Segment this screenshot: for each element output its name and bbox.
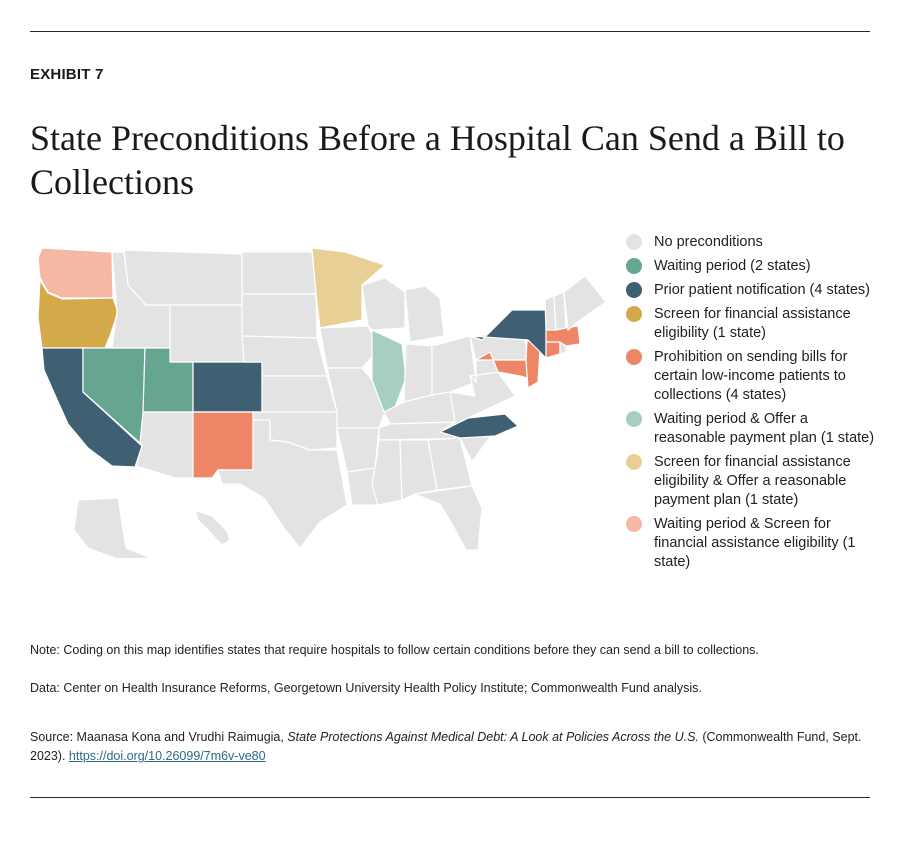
legend-swatch [626,411,642,427]
legend-label: Screen for financial assistance eligibil… [654,454,851,508]
state-wi [361,277,406,331]
legend-swatch [626,258,642,274]
state-nh [553,291,567,331]
state-nd [241,251,317,295]
legend-swatch [626,454,642,470]
legend-item-notify: Prior patient notification (4 states) [626,281,876,300]
legend-label: Waiting period (2 states) [654,258,811,274]
legend: No preconditions Waiting period (2 states… [626,233,876,577]
legend-label: No preconditions [654,234,763,250]
state-wy [169,304,245,363]
state-ks [261,375,338,413]
state-tx [217,419,348,549]
state-ak [73,497,153,558]
state-fl [414,485,483,551]
state-ar [336,427,380,473]
state-mt [123,249,243,306]
exhibit-label: EXHIBIT 7 [30,66,104,83]
top-rule [30,31,870,32]
legend-swatch [626,306,642,322]
source-suffix: (Commonwealth Fund, Sept. 2023). [30,730,862,763]
source-text: Source: Maanasa Kona and Vrudhi Raimugia… [30,728,870,766]
state-mo [326,367,386,429]
page-title: State Preconditions Before a Hospital Ca… [30,118,845,202]
state-nm [192,411,254,479]
state-ia [319,325,381,369]
state-me [563,275,607,331]
legend-label: Waiting period & Offer a reasonable paym… [654,411,875,446]
state-co [192,361,263,413]
note-text: Note: Coding on this map identifies stat… [30,643,759,657]
legend-item-screen: Screen for financial assistance eligibil… [626,305,876,343]
legend-item-prohibit: Prohibition on sending bills for certain… [626,348,876,405]
legend-item-wait-plan: Waiting period & Offer a reasonable paym… [626,410,876,448]
state-ct [545,341,561,359]
legend-label: Screen for financial assistance eligibil… [654,306,851,341]
data-text: Data: Center on Health Insurance Reforms… [30,681,702,695]
state-mi [404,285,445,343]
legend-label: Prior patient notification (4 states) [654,282,870,298]
source-prefix: Source: Maanasa Kona and Vrudhi Raimugia… [30,730,288,744]
state-sd [241,293,318,339]
state-or [37,279,119,349]
state-in [403,343,433,403]
state-hi [194,509,231,546]
legend-label: Waiting period & Screen for financial as… [654,516,856,570]
state-wa [37,247,114,299]
bottom-rule [30,797,870,798]
legend-swatch [626,234,642,250]
state-oh [431,335,477,396]
state-ma [545,325,581,347]
us-map [37,247,607,558]
legend-item-screen-plan: Screen for financial assistance eligibil… [626,453,876,510]
legend-item-wait-screen: Waiting period & Screen for financial as… [626,515,876,572]
state-va [439,371,516,433]
legend-swatch [626,349,642,365]
legend-swatch [626,516,642,532]
legend-label: Prohibition on sending bills for certain… [654,349,848,403]
legend-item-wait: Waiting period (2 states) [626,257,876,276]
state-az [135,411,194,479]
state-mn [311,247,386,329]
source-title: State Protections Against Medical Debt: … [287,730,699,744]
legend-item-none: No preconditions [626,233,876,252]
legend-swatch [626,282,642,298]
source-link[interactable]: https://doi.org/10.26099/7m6v-ve80 [68,749,266,763]
